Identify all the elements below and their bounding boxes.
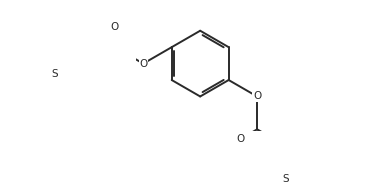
Text: O: O bbox=[111, 22, 119, 32]
Text: O: O bbox=[139, 59, 147, 69]
Text: O: O bbox=[253, 91, 261, 101]
Text: O: O bbox=[236, 134, 244, 144]
Text: S: S bbox=[282, 174, 289, 184]
Text: S: S bbox=[52, 69, 58, 79]
